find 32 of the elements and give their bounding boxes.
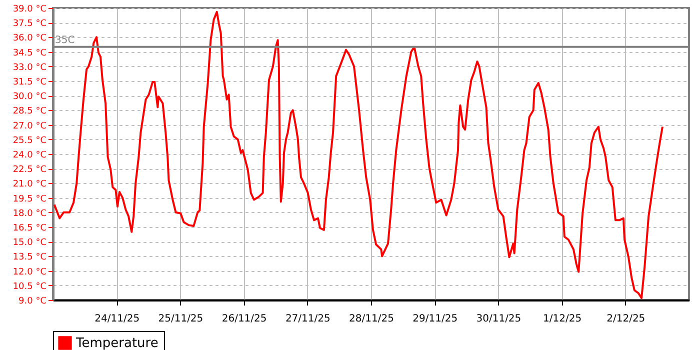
legend-label: Temperature <box>75 336 158 350</box>
x-tick-label: 26/11/25 <box>222 314 267 324</box>
y-tick-label: 37.5 °C <box>12 19 46 30</box>
y-tick-label: 25.5 °C <box>12 136 46 146</box>
y-tick-label: 34.5 °C <box>12 48 46 58</box>
y-tick-label: 12.0 °C <box>12 267 46 278</box>
y-tick-label: 28.5 °C <box>12 106 46 117</box>
y-tick-label: 22.5 °C <box>12 165 46 176</box>
x-tick-label: 1/12/25 <box>543 314 582 324</box>
ref-line-label: 35C <box>55 34 75 46</box>
y-tick-label: 18.0 °C <box>12 208 46 219</box>
y-tick-label: 19.5 °C <box>12 194 46 204</box>
y-tick-label: 15.0 °C <box>12 238 46 248</box>
y-tick-label: 39.0 °C <box>12 4 46 14</box>
y-tick-label: 21.0 °C <box>12 180 46 190</box>
x-tick-label: 25/11/25 <box>158 314 204 324</box>
y-tick-label: 30.0 °C <box>12 92 46 102</box>
y-tick-label: 9.0 °C <box>18 296 46 306</box>
x-tick-label: 24/11/25 <box>94 314 140 324</box>
y-tick-label: 27.0 °C <box>12 121 46 132</box>
y-tick-label: 10.5 °C <box>12 282 46 292</box>
y-tick-label: 31.5 °C <box>12 78 46 88</box>
x-tick-label: 2/12/25 <box>606 314 646 324</box>
x-tick-label: 30/11/25 <box>476 314 522 324</box>
y-tick-label: 13.5 °C <box>12 252 46 263</box>
y-tick-label: 24.0 °C <box>12 150 46 160</box>
x-tick-label: 28/11/25 <box>349 314 394 324</box>
y-tick-label: 16.5 °C <box>12 224 46 234</box>
x-tick-label: 29/11/25 <box>412 314 458 324</box>
y-tick-label: 33.0 °C <box>12 62 46 73</box>
x-tick-label: 27/11/25 <box>285 314 330 324</box>
y-tick-label: 36.0 °C <box>12 34 46 44</box>
